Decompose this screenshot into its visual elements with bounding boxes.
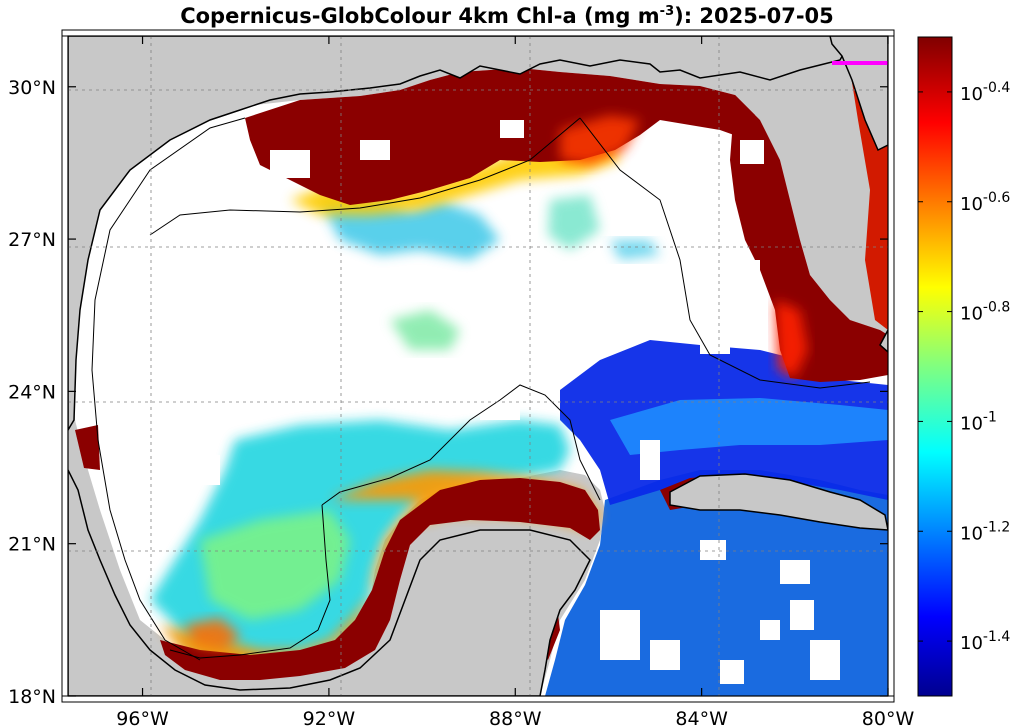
cloud-gaps xyxy=(180,120,840,684)
map-grid xyxy=(68,36,888,696)
colorbar-tick-label: 10-0.4 xyxy=(960,80,1010,105)
colorbar-tick-base: 10 xyxy=(960,84,983,105)
lon-tick-label: 96°W xyxy=(116,708,169,727)
lat-tick-label: 30°N xyxy=(8,77,56,99)
colorbar-tick-exponent: -0.8 xyxy=(983,300,1010,316)
map-border xyxy=(61,29,895,703)
colorbar-tick-exponent: -1 xyxy=(983,409,997,425)
colorbar xyxy=(917,36,953,697)
lat-tick-label: 27°N xyxy=(8,229,56,251)
lon-tick-label: 92°W xyxy=(303,708,356,727)
colorbar-tick-exponent: -0.4 xyxy=(983,80,1010,96)
map-title: Copernicus-GlobColour 4km Chl-a (mg m-3)… xyxy=(180,4,834,28)
longitude-axis: 96°W 92°W 88°W 84°W 80°W xyxy=(116,36,914,727)
lon-tick-label: 84°W xyxy=(675,708,728,727)
colorbar-tick-exponent: -1.4 xyxy=(983,629,1010,645)
lon-tick-label: 88°W xyxy=(489,708,542,727)
lat-tick-label: 18°N xyxy=(8,686,56,708)
colorbar-tick-exponent: -0.6 xyxy=(983,190,1010,206)
latitude-axis: 30°N 27°N 24°N 21°N 18°N xyxy=(8,77,888,708)
map-frame xyxy=(67,35,889,697)
colorbar-ticks: 10-0.410-0.610-0.810-110-1.210-1.4 xyxy=(918,80,1010,654)
colorbar-tick-label: 10-1 xyxy=(960,409,997,434)
colorbar-tick-exponent: -1.2 xyxy=(983,519,1010,535)
colorbar-tick-label: 10-0.8 xyxy=(960,300,1010,325)
border-ticks xyxy=(62,35,894,697)
colorbar-tick-base: 10 xyxy=(960,413,983,434)
boundary-lines xyxy=(91,117,871,661)
lat-tick-label: 24°N xyxy=(8,381,56,403)
land-coast xyxy=(68,36,888,696)
colorbar-tick-base: 10 xyxy=(960,194,983,215)
colorbar-tick-base: 10 xyxy=(960,304,983,325)
lon-tick-label: 80°W xyxy=(862,708,915,727)
colorbar-tick-base: 10 xyxy=(960,633,983,654)
colorbar-tick-label: 10-0.6 xyxy=(960,190,1010,215)
lat-tick-label: 21°N xyxy=(8,534,56,556)
colorbar-tick-label: 10-1.2 xyxy=(960,519,1010,544)
colorbar-tick-base: 10 xyxy=(960,523,983,544)
colorbar-tick-label: 10-1.4 xyxy=(960,629,1010,654)
